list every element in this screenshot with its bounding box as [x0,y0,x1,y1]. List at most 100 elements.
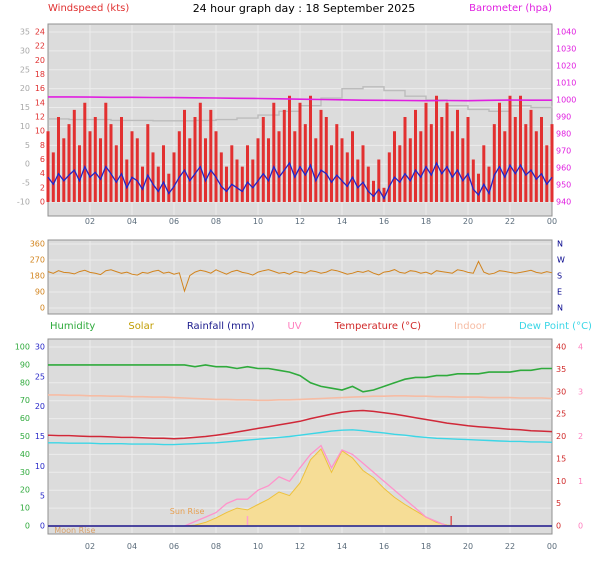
wind-axis-tick: 0 [40,198,45,207]
x-axis-tick: 14 [337,542,347,551]
wind-axis-tick: 16 [35,84,45,93]
baro-axis-tick: 980 [556,130,571,139]
x-axis-tick: 22 [505,217,515,226]
baro-axis-tick: 940 [556,198,571,207]
x-axis-tick: 14 [337,217,347,226]
rain-axis-tick: 20 [35,402,45,411]
x-axis-tick: 20 [463,217,473,226]
temp-axis-tick: 15 [556,454,566,463]
dir-axis-tick: 270 [30,256,45,265]
gray-axis-tick: 35 [20,28,30,37]
x-axis-tick: 06 [169,217,179,226]
x-axis-tick: 08 [211,542,221,551]
sunrise-label: Sun Rise [170,507,205,516]
wind-axis-tick: 18 [35,70,45,79]
x-axis-tick: 02 [85,217,95,226]
x-axis-tick: 10 [253,217,263,226]
uv-axis-tick: 4 [578,343,583,352]
compass-axis-tick: E [557,288,562,297]
baro-axis-tick: 1030 [556,45,576,54]
baro-axis-tick: 1040 [556,28,576,37]
uv-axis-tick: 0 [578,522,583,531]
baro-axis-tick: 1000 [556,96,576,105]
wind-axis-tick: 20 [35,56,45,65]
humidity-axis-tick: 50 [20,432,30,441]
humidity-axis-tick: 20 [20,486,30,495]
x-axis-tick: 06 [169,542,179,551]
baro-axis-tick: 970 [556,147,571,156]
dir-axis-tick: 0 [40,304,45,313]
wind-axis-tick: 4 [40,169,45,178]
x-axis-tick: 02 [85,542,95,551]
temp-axis-tick: 20 [556,432,566,441]
wind-axis-tick: 12 [35,113,45,122]
legend-temperature-c: Temperature (°C) [334,321,421,332]
gray-axis-tick: 15 [20,103,30,112]
x-axis-tick: 18 [421,217,431,226]
gray-axis-tick: 5 [25,141,30,150]
humidity-axis-tick: 30 [20,468,30,477]
temp-axis-tick: 35 [556,365,566,374]
legend-solar: Solar [128,321,154,332]
dew-point [48,429,553,446]
wind-axis-tick: 8 [40,141,45,150]
dir-axis-tick: 180 [30,272,45,281]
dir-axis-tick: 90 [35,288,45,297]
humidity-axis-tick: 80 [20,378,30,387]
gray-axis-tick: 10 [20,122,30,131]
baro-axis-tick: 1010 [556,79,576,88]
barometer-axis-label: Barometer (hpa) [469,3,552,14]
gray-axis-tick: 25 [20,65,30,74]
gray-axis-tick: -5 [22,179,30,188]
compass-axis-tick: N [557,304,563,313]
baro-axis-tick: 950 [556,181,571,190]
moonrise-label: Moon Rise [54,526,95,535]
compass-axis-tick: S [557,272,562,281]
legend-indoor: Indoor [453,321,486,332]
compass-axis-tick: W [557,256,565,265]
climate-legend: Humidity Solar Rainfall (mm) UV Temperature … [0,321,608,332]
windspeed-axis-label: Windspeed (kts) [48,3,130,14]
humidity-axis-tick: 100 [15,343,30,352]
baro-axis-tick: 990 [556,113,571,122]
x-axis-tick: 18 [421,542,431,551]
legend-rainfall-mm: Rainfall (mm) [186,321,255,332]
wind-axis-tick: 6 [40,155,45,164]
wind-axis-tick: 14 [35,98,45,107]
wind-average [47,161,553,200]
dir-axis-tick: 360 [30,240,45,249]
gray-trace [48,86,553,122]
climate-chart: 0102030405060708090100051015202530051015… [15,338,583,551]
indoor [48,394,553,402]
rain-axis-tick: 0 [40,522,45,531]
rain-axis-tick: 25 [35,372,45,381]
gray-axis-tick: 30 [20,46,30,55]
temperature [47,409,553,440]
x-axis-tick: 00 [547,542,557,551]
temp-axis-tick: 0 [556,522,561,531]
humidity-axis-tick: 10 [20,504,30,513]
rain-axis-tick: 30 [35,343,45,352]
humidity-axis-tick: 60 [20,414,30,423]
gray-axis-tick: 0 [25,160,30,169]
uv-axis-tick: 1 [578,477,583,486]
temp-axis-tick: 40 [556,343,566,352]
legend-dew-point-c: Dew Point (°C) [518,321,592,332]
x-axis-tick: 12 [295,542,305,551]
x-axis-tick: 04 [127,542,137,551]
legend-humidity: Humidity [50,321,96,332]
temp-axis-tick: 25 [556,410,566,419]
wind-axis-tick: 24 [35,28,45,37]
temp-axis-tick: 30 [556,387,566,396]
wind-axis-tick: 22 [35,42,45,51]
baro-axis-tick: 960 [556,164,571,173]
wind-direction [47,260,553,293]
uv-axis-tick: 3 [578,387,583,396]
humidity-axis-tick: 90 [20,360,30,369]
legend-uv: UV [287,321,302,332]
humidity-axis-tick: 40 [20,450,30,459]
x-axis-tick: 22 [505,542,515,551]
x-axis-tick: 10 [253,542,263,551]
